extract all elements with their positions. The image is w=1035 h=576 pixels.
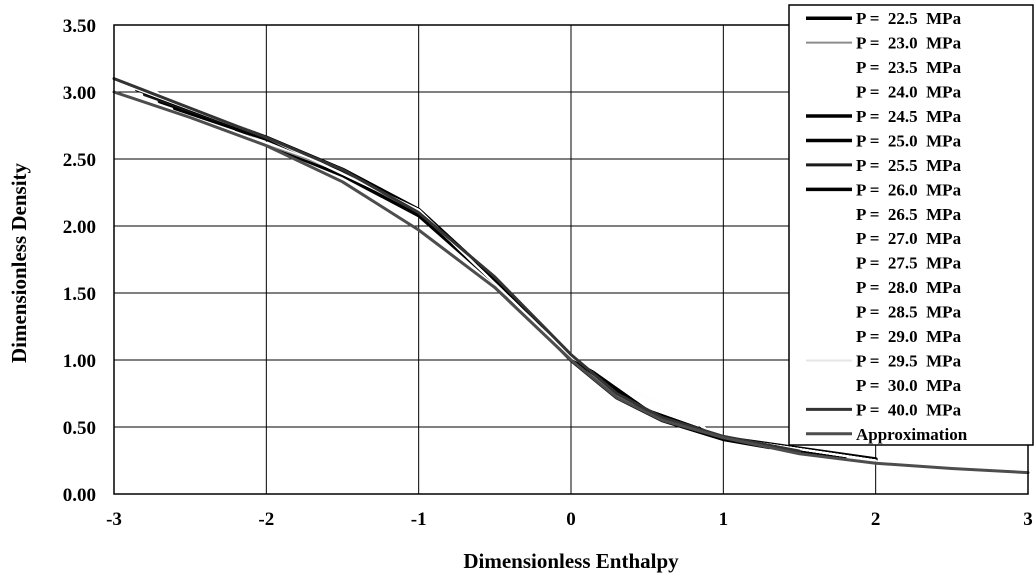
x-tick-label: 0 bbox=[566, 509, 576, 530]
x-tick-labels: -3 -2 -1 0 1 2 3 bbox=[106, 509, 1033, 530]
legend-box bbox=[788, 4, 1034, 446]
legend-label: P = 23.5 MPa bbox=[856, 58, 962, 77]
legend-label: P = 22.5 MPa bbox=[856, 9, 962, 28]
legend-label: P = 28.0 MPa bbox=[856, 278, 962, 297]
legend-label: P = 23.0 MPa bbox=[856, 34, 962, 53]
legend-label: P = 25.5 MPa bbox=[856, 156, 962, 175]
legend-label: P = 27.5 MPa bbox=[856, 254, 962, 273]
series-layer bbox=[112, 77, 1030, 475]
legend-label: P = 28.5 MPa bbox=[856, 303, 962, 322]
legend-label: P = 27.0 MPa bbox=[856, 229, 962, 248]
x-tick-label: 3 bbox=[1023, 509, 1033, 530]
x-tick-label: 2 bbox=[871, 509, 881, 530]
y-tick-label: 3.50 bbox=[63, 16, 96, 37]
y-tick-label: 0.00 bbox=[63, 485, 96, 506]
legend-label: Approximation bbox=[856, 425, 968, 444]
x-tick-label: -2 bbox=[258, 509, 274, 530]
legend: P = 22.5 MPa P = 23.0 MPa P = 23.5 MPa P = … bbox=[788, 4, 1034, 446]
legend-label: P = 26.5 MPa bbox=[856, 205, 962, 224]
y-tick-label: 2.50 bbox=[63, 150, 96, 171]
y-tick-label: 3.00 bbox=[63, 83, 96, 104]
x-tick-label: -1 bbox=[411, 509, 427, 530]
y-tick-labels: 0.00 0.50 1.00 1.50 2.00 2.50 3.00 3.50 bbox=[63, 16, 96, 506]
legend-label: P = 40.0 MPa bbox=[856, 400, 962, 419]
legend-label: P = 26.0 MPa bbox=[856, 180, 962, 199]
y-axis-label: Dimensionless Density bbox=[7, 162, 31, 363]
x-tick-label: -3 bbox=[106, 509, 122, 530]
legend-label: P = 29.5 MPa bbox=[856, 351, 962, 370]
series-line bbox=[112, 90, 1030, 475]
x-tick-label: 1 bbox=[719, 509, 729, 530]
series-line bbox=[112, 77, 801, 453]
y-tick-label: 1.00 bbox=[63, 351, 96, 372]
legend-label: P = 24.0 MPa bbox=[856, 83, 962, 102]
x-axis-label: Dimensionless Enthalpy bbox=[463, 549, 679, 573]
legend-label: P = 29.0 MPa bbox=[856, 327, 962, 346]
legend-label: P = 30.0 MPa bbox=[856, 376, 962, 395]
y-tick-label: 1.50 bbox=[63, 284, 96, 305]
legend-label: P = 25.0 MPa bbox=[856, 131, 962, 150]
legend-label: P = 24.5 MPa bbox=[856, 107, 962, 126]
y-tick-label: 2.00 bbox=[63, 217, 96, 238]
y-tick-label: 0.50 bbox=[63, 418, 96, 439]
